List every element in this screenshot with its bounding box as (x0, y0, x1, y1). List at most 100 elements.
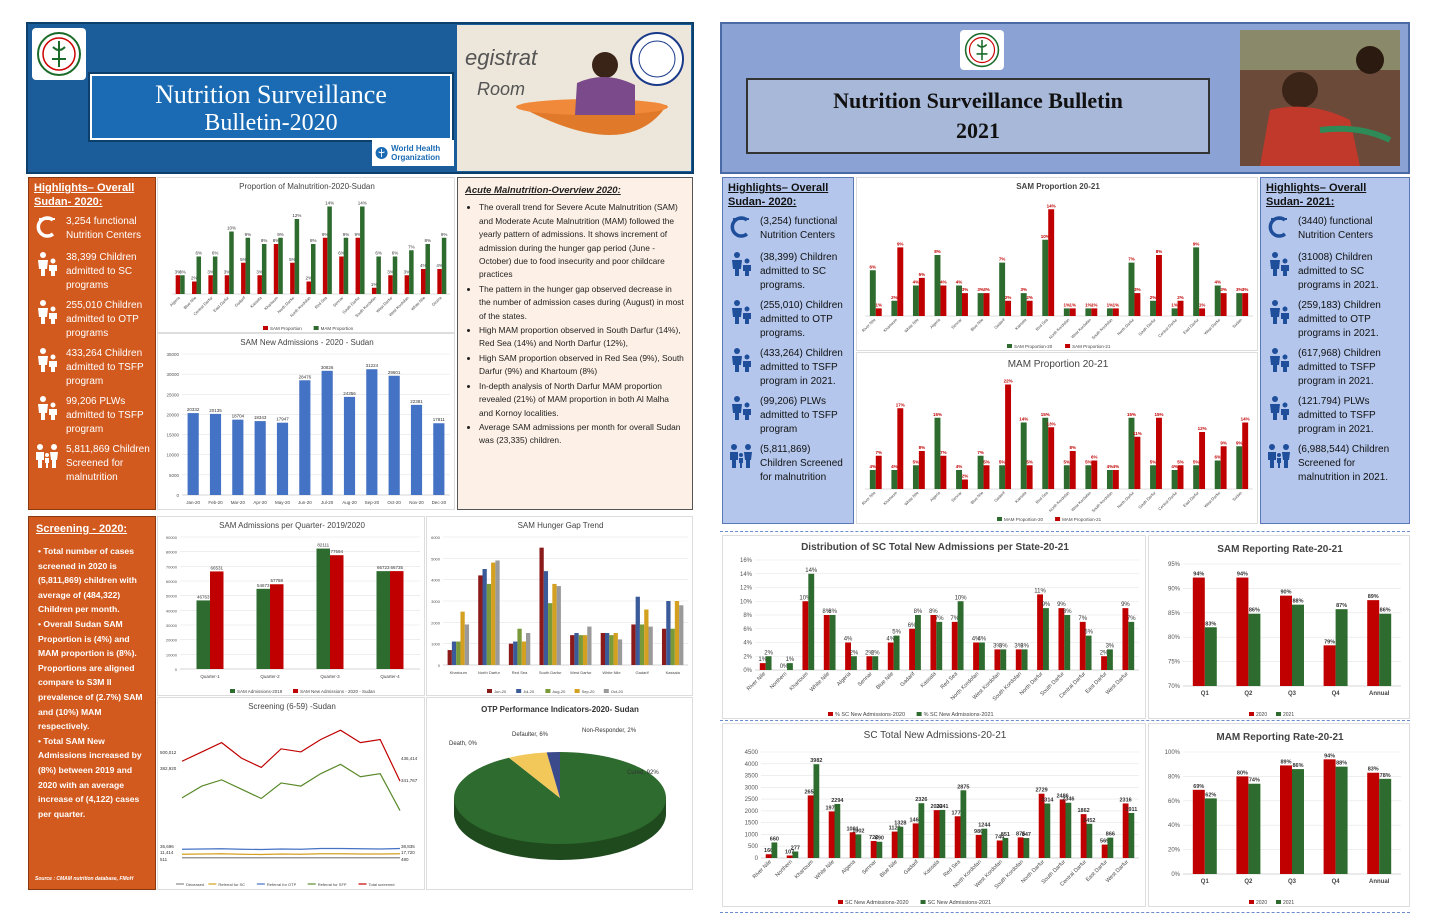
bar (482, 569, 487, 665)
data-label: 5% (983, 459, 990, 464)
data-label: 1% (1064, 302, 1071, 307)
chart-screening: Screening (6-59) -Sudan 500,012 382,920 35,… (157, 697, 425, 890)
bar (1091, 460, 1098, 489)
bar (410, 404, 423, 495)
data-label: 5% (1177, 459, 1184, 464)
highlight-text: (3,254) functional Nutrition Centers (760, 216, 838, 241)
bar (1134, 436, 1141, 489)
data-label: 2% (962, 474, 969, 479)
data-label: 82111 (317, 543, 329, 548)
bar (1058, 608, 1065, 670)
x-tick-label: Annual (1369, 691, 1390, 697)
data-label: 8% (424, 238, 431, 243)
bar (1204, 627, 1217, 686)
chart-title: SAM New Admissions - 2020 - Sudan (240, 338, 373, 347)
bar (321, 370, 333, 495)
data-label: 851 (1001, 832, 1010, 838)
data-label: 94% (1193, 572, 1204, 578)
bar (674, 601, 680, 665)
mother-child-icon (728, 299, 754, 331)
bar (508, 643, 514, 665)
data-label: 980 (974, 829, 983, 835)
bar (425, 244, 430, 294)
bar (1128, 262, 1135, 316)
data-label: 66735 (390, 565, 403, 570)
bar (1171, 308, 1178, 316)
data-label: 3% (1134, 287, 1141, 292)
bar (582, 635, 588, 665)
pie-slice (453, 752, 666, 844)
bar (290, 262, 295, 294)
x-tick-label: South Kordofan (1090, 490, 1113, 513)
data-label: 4% (1107, 464, 1114, 469)
bar (409, 250, 414, 294)
bar (1323, 759, 1336, 874)
y-tick-label: 2000 (745, 809, 759, 815)
ministry-logo (32, 28, 86, 80)
bar (951, 621, 958, 670)
bar (1379, 778, 1392, 874)
legend-label: SAM Admissions-2019 (237, 689, 283, 694)
chart-title: SAM Proportion 20-21 (1016, 182, 1100, 191)
bar (299, 380, 311, 495)
bar (1048, 209, 1055, 316)
bar (934, 255, 941, 316)
data-label: 7% (1127, 616, 1136, 622)
y-tick-label: 8% (743, 613, 752, 619)
legend-label: Oct-20 (611, 689, 624, 694)
bar (956, 470, 962, 489)
bar (306, 281, 311, 294)
x-tick-label: South Darfur (1137, 490, 1157, 510)
bar (294, 219, 300, 294)
bar (605, 633, 610, 665)
x-tick-label: White Nile (903, 317, 920, 334)
data-label: 9% (1193, 241, 1200, 246)
data-label: 2% (865, 650, 874, 656)
legend-label: 2021 (1283, 712, 1294, 718)
data-label: 7% (1128, 257, 1135, 262)
bar (999, 465, 1006, 489)
highlight-text: (433,264) Children admitted to TSFP prog… (760, 348, 843, 387)
data-label: 57788 (270, 578, 283, 583)
bar (954, 816, 961, 858)
y-tick-label: 4% (743, 641, 752, 647)
data-label: 20332 (187, 407, 200, 412)
x-tick-label: North Kordofan (1048, 490, 1071, 513)
x-tick-label: Gezira (431, 295, 443, 307)
legend-swatch (487, 689, 492, 693)
bar (513, 641, 518, 665)
bar (180, 275, 185, 294)
legend-swatch (1249, 712, 1254, 716)
bar (556, 586, 561, 665)
data-label: 436,414 (401, 756, 418, 761)
x-tick-label: Khartoum (882, 317, 898, 333)
data-label: 15% (1041, 412, 1050, 417)
bar (875, 455, 882, 489)
bar (316, 548, 330, 669)
x-tick-label: White Nile (814, 859, 836, 881)
data-label: 5% (999, 459, 1006, 464)
data-label: 847 (1022, 832, 1031, 838)
legend-swatch (1276, 712, 1281, 716)
legend-swatch (603, 689, 609, 693)
legend-swatch (293, 689, 299, 693)
highlight-item: 255,010 Children admitted to OTP program… (34, 299, 150, 341)
data-label: 3982 (810, 758, 822, 764)
bar (343, 396, 356, 495)
bar (1069, 451, 1076, 489)
bar (1044, 803, 1051, 858)
y-tick-label: 2500 (745, 797, 759, 803)
x-tick-label: Sennar (332, 295, 345, 308)
x-tick-label: River Nile (861, 490, 877, 506)
x-tick-label: West Darfur (1203, 317, 1222, 336)
bar (613, 633, 618, 665)
bar (939, 809, 946, 858)
bar (495, 560, 500, 665)
data-label: 4% (891, 464, 898, 469)
bar (802, 601, 809, 670)
highlights-2020: Highlights– Overall Sudan- 2020: 3,254 f… (28, 177, 156, 510)
data-label: 8% (934, 249, 941, 254)
x-tick-label: Red Sea (943, 859, 963, 879)
y-tick-label: 3500 (745, 774, 759, 780)
chart-title: SAM Admissions per Quarter- 2019/2020 (219, 521, 365, 530)
